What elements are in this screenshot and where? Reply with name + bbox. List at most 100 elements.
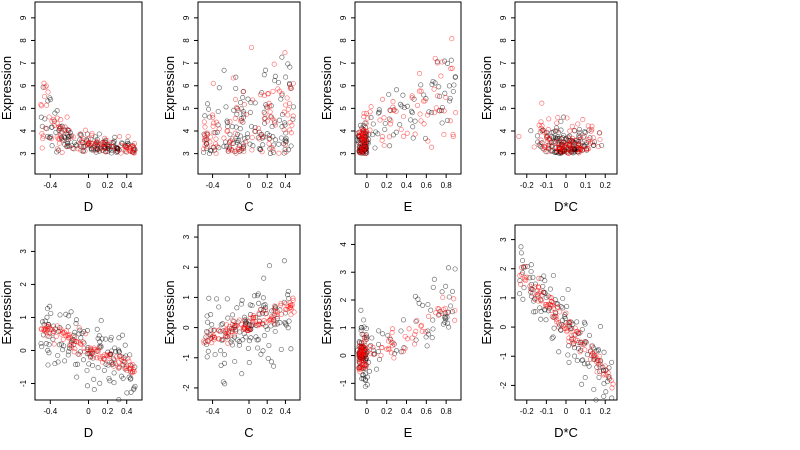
- data-point: [549, 314, 555, 320]
- y-tick-label: 3: [182, 234, 191, 239]
- data-point: [413, 328, 419, 334]
- data-point: [262, 67, 269, 73]
- data-point: [362, 141, 369, 147]
- data-point: [408, 117, 414, 123]
- data-point: [248, 100, 254, 106]
- data-point: [258, 307, 264, 313]
- data-point: [586, 332, 593, 338]
- panel-8: -0.2 -0.1 0 0.1 0.2 -2 -1 0 1 2 3 D*C Expression: [479, 224, 618, 440]
- data-point: [223, 322, 230, 328]
- data-point: [71, 349, 77, 355]
- data-point: [436, 84, 442, 90]
- data-point: [387, 107, 393, 113]
- data-point: [204, 144, 210, 150]
- data-point: [88, 136, 94, 142]
- data-point: [430, 317, 436, 323]
- data-point: [546, 116, 552, 122]
- data-point: [96, 345, 102, 351]
- data-point: [386, 91, 392, 98]
- x-tick-label: 0.4: [121, 407, 133, 416]
- data-point: [541, 273, 547, 279]
- data-point: [378, 352, 384, 358]
- data-point: [221, 352, 228, 358]
- data-point: [237, 126, 243, 132]
- data-point: [544, 135, 550, 141]
- data-point: [51, 341, 57, 347]
- data-point: [45, 347, 51, 353]
- data-point: [379, 96, 386, 102]
- data-point: [123, 143, 129, 149]
- y-tick-label: 6: [19, 83, 28, 88]
- data-point: [414, 317, 420, 323]
- data-point: [361, 110, 367, 117]
- data-point: [261, 72, 267, 78]
- data-point: [379, 344, 385, 351]
- data-point: [569, 138, 575, 144]
- data-point: [224, 120, 230, 126]
- data-point: [204, 101, 211, 107]
- data-point: [393, 87, 400, 93]
- y-tick-label: 0: [19, 348, 28, 353]
- data-point: [265, 105, 271, 111]
- x-axis-label: E: [404, 199, 413, 214]
- data-point: [361, 136, 367, 142]
- data-point: [283, 135, 289, 141]
- data-point: [601, 349, 607, 355]
- data-point: [265, 355, 271, 362]
- data-point: [46, 342, 52, 348]
- data-point: [96, 333, 102, 339]
- data-point: [414, 102, 421, 108]
- data-point: [538, 297, 544, 303]
- data-point: [393, 348, 400, 354]
- data-point: [65, 352, 71, 358]
- x-tick-label: 0.8: [441, 407, 453, 416]
- data-point: [286, 100, 293, 106]
- series-black: [355, 265, 458, 390]
- data-point: [262, 304, 269, 310]
- data-point: [521, 265, 527, 271]
- data-point: [554, 120, 560, 126]
- data-point: [434, 93, 441, 99]
- data-point: [417, 71, 423, 77]
- data-point: [234, 322, 240, 329]
- data-point: [224, 296, 230, 302]
- plot-frame: [197, 224, 301, 401]
- data-point: [360, 142, 366, 148]
- data-point: [82, 148, 88, 154]
- data-point: [89, 130, 95, 137]
- x-tick-label: 0.2: [381, 407, 393, 416]
- data-point: [202, 135, 208, 141]
- data-point: [262, 311, 268, 317]
- data-point: [556, 349, 562, 355]
- data-point: [39, 145, 45, 151]
- data-point: [63, 328, 69, 334]
- x-tick-label: 0.2: [262, 181, 274, 190]
- data-point: [416, 88, 422, 94]
- data-point: [439, 59, 445, 65]
- data-point: [287, 85, 293, 92]
- series-black: [203, 258, 294, 387]
- data-point: [125, 355, 131, 362]
- data-point: [518, 281, 524, 287]
- data-point: [111, 370, 117, 376]
- data-point: [73, 321, 79, 327]
- data-point: [597, 324, 604, 330]
- data-point: [83, 331, 89, 337]
- data-point: [390, 99, 396, 105]
- panel-4: -0.2 -0.1 0 0.1 0.2 3 4 5 6 7 8 9 D*C Expression: [479, 1, 618, 214]
- data-point: [278, 302, 284, 308]
- data-point: [106, 359, 112, 365]
- data-point: [448, 66, 454, 72]
- data-point: [38, 103, 45, 109]
- data-point: [238, 118, 244, 124]
- y-tick-label: 7: [499, 60, 508, 65]
- data-point: [404, 336, 411, 342]
- data-point: [357, 122, 363, 128]
- data-point: [536, 275, 542, 281]
- data-point: [209, 334, 215, 340]
- data-point: [374, 366, 380, 372]
- y-axis-label: Expression: [479, 56, 494, 120]
- data-point: [381, 115, 387, 121]
- data-point: [221, 67, 227, 73]
- y-axis-label: Expression: [162, 56, 177, 120]
